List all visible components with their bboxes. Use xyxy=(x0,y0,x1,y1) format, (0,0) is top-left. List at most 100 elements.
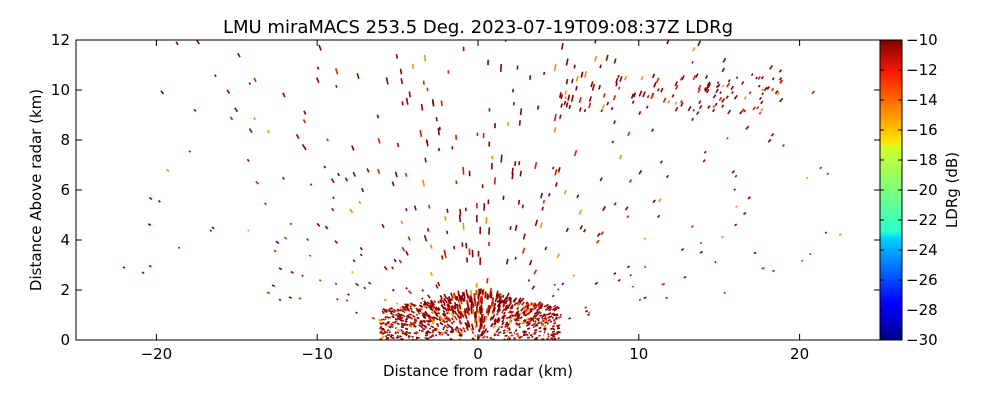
echo-mark xyxy=(550,321,552,322)
echo-mark xyxy=(406,208,407,211)
echo-mark xyxy=(515,161,516,166)
echo-mark xyxy=(533,321,534,322)
echo-mark xyxy=(820,167,822,169)
echo-mark xyxy=(744,97,746,100)
echo-mark xyxy=(350,209,353,213)
echo-mark xyxy=(552,326,554,327)
x-tick-label: −10 xyxy=(301,345,333,363)
echo-mark xyxy=(487,293,488,298)
echo-mark xyxy=(440,323,443,325)
echo-mark xyxy=(767,86,769,89)
echo-mark xyxy=(716,89,718,93)
echo-mark xyxy=(429,328,430,329)
echo-mark xyxy=(700,243,701,244)
echo-mark xyxy=(428,318,430,320)
echo-mark xyxy=(545,247,547,250)
echo-mark xyxy=(284,237,286,239)
echo-mark xyxy=(599,85,600,89)
echo-mark xyxy=(541,322,542,323)
echo-mark xyxy=(427,302,429,304)
echo-mark xyxy=(442,255,443,259)
echo-mark xyxy=(443,310,445,312)
echo-mark xyxy=(713,106,714,108)
echo-mark xyxy=(437,326,439,327)
echo-mark xyxy=(386,77,388,84)
echo-mark xyxy=(382,329,385,330)
echo-mark xyxy=(421,302,422,303)
echo-mark xyxy=(654,82,656,87)
echo-mark xyxy=(425,333,428,334)
echo-mark xyxy=(734,189,735,190)
echo-mark xyxy=(541,325,544,326)
echo-mark xyxy=(332,179,334,183)
echo-layer xyxy=(123,36,842,340)
echo-mark xyxy=(458,330,459,331)
echo-mark xyxy=(377,115,378,118)
echo-mark xyxy=(547,323,549,324)
echo-mark xyxy=(527,313,528,314)
echo-mark xyxy=(276,241,279,243)
echo-mark xyxy=(777,92,779,95)
echo-mark xyxy=(409,325,412,326)
echo-mark xyxy=(149,197,152,199)
echo-mark xyxy=(438,301,439,303)
echo-mark xyxy=(421,327,423,328)
echo-mark xyxy=(290,223,291,224)
echo-mark xyxy=(603,206,606,210)
echo-mark xyxy=(442,305,445,309)
echo-mark xyxy=(422,290,423,292)
echo-mark xyxy=(509,329,510,330)
echo-mark xyxy=(564,101,565,105)
echo-mark xyxy=(382,224,384,228)
echo-mark xyxy=(491,323,493,327)
echo-mark xyxy=(522,298,524,301)
echo-mark xyxy=(382,311,383,312)
echo-mark xyxy=(405,321,407,322)
echo-mark xyxy=(580,225,582,229)
echo-mark xyxy=(461,332,463,333)
echo-mark xyxy=(429,205,430,209)
echo-mark xyxy=(676,107,678,111)
echo-mark xyxy=(614,95,616,100)
echo-mark xyxy=(458,332,460,333)
echo-mark xyxy=(529,324,530,325)
echo-mark xyxy=(440,295,442,298)
echo-mark xyxy=(601,109,602,111)
echo-mark xyxy=(468,311,469,316)
echo-mark xyxy=(413,312,415,313)
colorbar-tick-label: −10 xyxy=(906,31,938,49)
echo-mark xyxy=(538,106,539,110)
colorbar-tick-label: −18 xyxy=(906,151,938,169)
echo-mark xyxy=(403,316,405,317)
echo-mark xyxy=(534,270,536,274)
echo-mark xyxy=(492,314,494,319)
echo-mark xyxy=(406,288,407,290)
echo-mark xyxy=(332,208,334,210)
echo-mark xyxy=(554,323,556,324)
echo-mark xyxy=(378,169,380,173)
echo-mark xyxy=(568,95,569,101)
echo-mark xyxy=(653,200,655,203)
echo-mark xyxy=(435,317,438,319)
echo-mark xyxy=(722,105,724,108)
echo-mark xyxy=(451,322,453,324)
echo-mark xyxy=(402,247,404,251)
echo-mark xyxy=(515,257,516,260)
echo-mark xyxy=(588,314,590,315)
echo-mark xyxy=(386,317,389,318)
y-tick-label: 12 xyxy=(51,31,70,49)
echo-mark xyxy=(166,169,169,171)
colorbar-tick-label: −30 xyxy=(906,331,938,349)
echo-mark xyxy=(537,304,539,306)
echo-mark xyxy=(565,96,566,99)
echo-mark xyxy=(577,195,578,198)
echo-mark xyxy=(544,322,547,323)
echo-mark xyxy=(194,109,196,111)
echo-mark xyxy=(385,325,388,326)
echo-mark xyxy=(768,139,771,142)
echo-mark xyxy=(423,180,424,187)
echo-mark xyxy=(545,309,547,311)
echo-mark xyxy=(554,284,555,285)
echo-mark xyxy=(279,268,282,270)
echo-mark xyxy=(429,305,430,306)
